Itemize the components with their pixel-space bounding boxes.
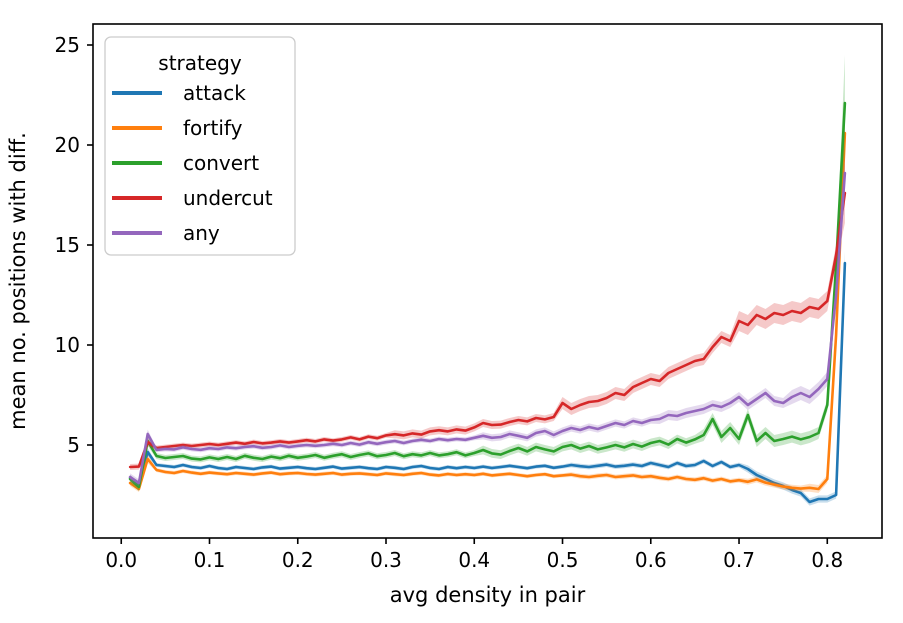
x-tick-label: 0.8: [811, 548, 843, 572]
x-tick-label: 0.0: [105, 548, 137, 572]
x-tick-label: 0.3: [370, 548, 402, 572]
y-axis-label: mean no. positions with diff.: [6, 132, 30, 430]
series-line-any: [128, 171, 847, 485]
x-tick-label: 0.1: [194, 548, 226, 572]
y-tick-label: 15: [55, 233, 80, 257]
y-tick-label: 10: [55, 333, 80, 357]
axes-spines: [92, 23, 883, 539]
legend-label-attack: attack: [183, 81, 246, 105]
y-tick-label: 5: [67, 433, 80, 457]
x-tick-label: 0.4: [458, 548, 490, 572]
legend-label-undercut: undercut: [183, 186, 273, 210]
y-tick-label: 20: [55, 133, 80, 157]
legend-label-fortify: fortify: [183, 116, 243, 140]
series-line-undercut: [128, 191, 847, 469]
x-tick-label: 0.6: [635, 548, 667, 572]
legend-label-convert: convert: [183, 151, 259, 175]
series-band-attack: [130, 251, 845, 506]
x-axis-label: avg density in pair: [389, 583, 586, 607]
x-tick-label: 0.5: [547, 548, 579, 572]
legend-title: strategy: [158, 51, 242, 75]
series-line-convert: [128, 101, 847, 489]
x-tick-label: 0.2: [282, 548, 314, 572]
series-line-attack: [128, 261, 847, 504]
legend-label-any: any: [183, 221, 220, 245]
x-tick-label: 0.7: [723, 548, 755, 572]
series-line-fortify: [128, 131, 847, 491]
y-tick-label: 25: [55, 33, 80, 57]
